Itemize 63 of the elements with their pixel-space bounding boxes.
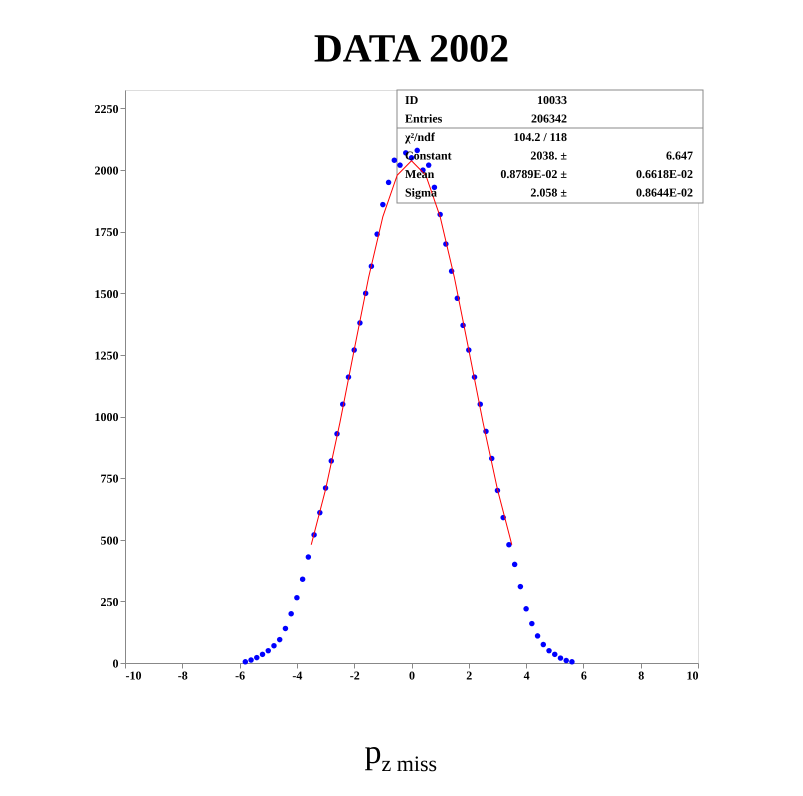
y-tick-label: 1000 <box>94 410 118 424</box>
y-tick-label: 500 <box>100 533 118 548</box>
point <box>266 648 271 654</box>
point <box>288 610 294 616</box>
annotation: 10033 <box>537 93 567 107</box>
point <box>506 542 512 548</box>
point <box>546 648 552 654</box>
point <box>392 158 398 163</box>
point <box>512 562 518 568</box>
y-tick-label: 1750 <box>94 225 118 240</box>
x-tick-label: 0 <box>409 668 415 682</box>
chart-title: DATA 2002 <box>314 26 510 70</box>
x-tick-label: -10 <box>126 668 142 682</box>
point <box>563 658 569 664</box>
annotation: Entries <box>405 112 443 126</box>
x-tick-label: 10 <box>686 668 698 682</box>
x-tick-label: -2 <box>350 668 360 682</box>
point <box>300 576 306 582</box>
annotation: χ²/ndf <box>404 130 436 144</box>
x-tick-label: 2 <box>466 668 472 682</box>
annotation: ID <box>405 93 419 107</box>
annotation: 0.8644E-02 <box>636 186 693 200</box>
x-tick-label: 8 <box>638 668 644 682</box>
y-tick-label: 250 <box>100 594 118 609</box>
point <box>282 626 288 632</box>
x-tick-label: -4 <box>292 668 302 682</box>
point <box>529 620 535 626</box>
y-tick-label: 2250 <box>94 102 118 116</box>
annotation: 206342 <box>531 112 567 126</box>
point <box>248 657 254 663</box>
point <box>558 655 564 661</box>
y-tick-label: 750 <box>100 472 118 486</box>
y-tick-label: 1500 <box>94 286 118 301</box>
annotation: 0.6618E-02 <box>636 167 693 181</box>
point <box>397 162 403 168</box>
y-tick-label: 0 <box>112 656 118 670</box>
point <box>306 554 312 560</box>
point <box>386 180 392 186</box>
x-tick-label: -6 <box>235 668 246 682</box>
point <box>271 643 277 648</box>
annotation: 0.8789E-02 ± <box>500 167 568 181</box>
point <box>523 606 529 612</box>
point <box>254 654 260 660</box>
x-tick-label: 4 <box>524 668 530 682</box>
point <box>260 652 266 658</box>
point <box>518 584 524 590</box>
x-tick-label: -8 <box>178 668 188 682</box>
point <box>294 594 300 600</box>
point <box>426 162 432 168</box>
x-tick-label: 6 <box>580 668 587 682</box>
y-tick-label: 2000 <box>94 164 118 178</box>
annotation: 2.058 ± <box>530 186 568 200</box>
point <box>276 636 282 642</box>
point <box>552 652 558 658</box>
point <box>540 642 546 648</box>
annotation: 6.647 <box>666 148 693 162</box>
point <box>569 659 575 664</box>
point <box>380 202 386 208</box>
point <box>534 633 540 639</box>
point <box>242 659 248 664</box>
annotation: 2038. ± <box>530 148 568 162</box>
annotation: 104.2 / 118 <box>513 130 567 144</box>
y-tick-label: 1250 <box>94 348 118 362</box>
